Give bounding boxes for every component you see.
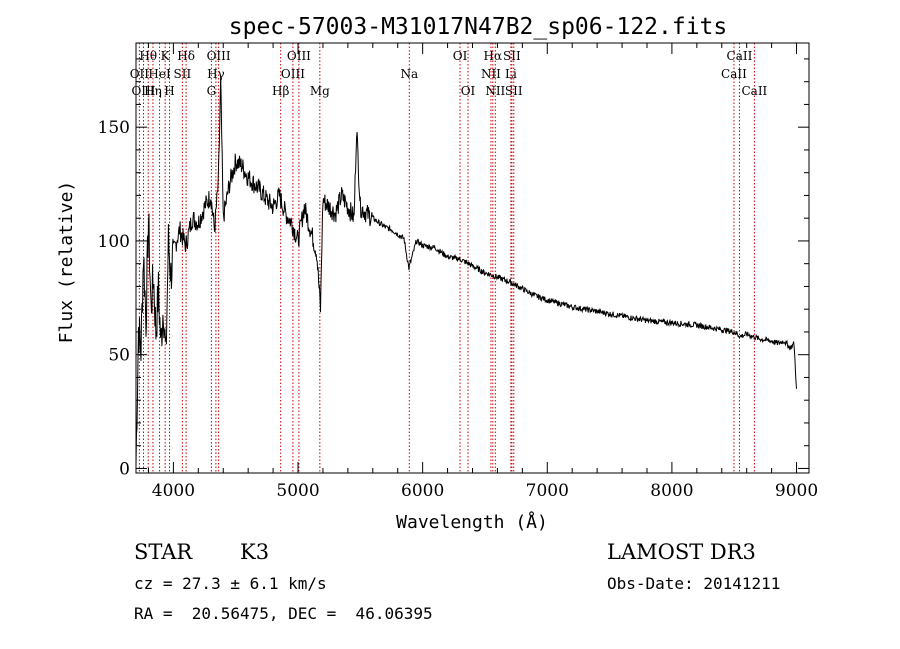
line-label: OI	[461, 84, 476, 98]
line-label: OIII	[207, 49, 231, 63]
x-tick-label: 8000	[650, 481, 693, 501]
spectrum-line	[135, 75, 797, 465]
x-tick-label: 9000	[775, 481, 818, 501]
spectrum-series	[135, 75, 797, 465]
coordinates: RA = 20.56475, DEC = 46.06395	[134, 604, 433, 623]
line-label: Li	[505, 67, 517, 81]
line-label: Hδ	[177, 49, 195, 63]
line-label: K	[161, 49, 171, 63]
line-label: Hη	[144, 84, 162, 98]
y-axis-ticks: 0 50 100 150	[98, 58, 809, 479]
y-tick-label: 100	[98, 232, 130, 252]
line-label: H	[164, 84, 174, 98]
line-label: CaII	[741, 84, 767, 98]
y-tick-label: 50	[108, 346, 130, 366]
y-axis-label: Flux (relative)	[56, 181, 77, 344]
chart-title: spec-57003-M31017N47B2_sp06-122.fits	[229, 14, 728, 40]
x-tick-label: 7000	[526, 481, 569, 501]
survey-name: LAMOST DR3	[607, 540, 756, 564]
plot-frame	[135, 42, 810, 474]
line-label: SII	[505, 84, 523, 98]
line-label: CaII	[721, 67, 747, 81]
obs-date: Obs-Date: 20141211	[607, 574, 781, 593]
y-tick-label: 150	[98, 118, 130, 138]
line-label: Na	[400, 67, 418, 81]
object-class: STAR	[134, 540, 193, 564]
x-axis-label: Wavelength (Å)	[396, 511, 548, 533]
line-label: OI	[453, 49, 468, 63]
line-label: OIII	[131, 84, 155, 98]
x-tick-label: 4000	[152, 481, 195, 501]
object-subclass: K3	[240, 540, 270, 564]
x-tick-label: 5000	[276, 481, 319, 501]
redshift-cz: cz = 27.3 ± 6.1 km/s	[134, 574, 327, 593]
line-label: HeI	[148, 67, 171, 81]
x-axis-ticks: 4000 5000 6000 7000 8000 9000	[147, 43, 818, 501]
line-label: Mg	[310, 84, 330, 98]
line-label: NII	[481, 67, 501, 81]
line-label: Hβ	[272, 84, 289, 98]
line-label: Hγ	[207, 67, 225, 81]
line-label: Hα	[484, 49, 503, 63]
line-label: NII	[485, 84, 505, 98]
line-label: Hθ	[139, 49, 157, 63]
line-label: OIII	[281, 67, 305, 81]
line-label: OII	[130, 67, 150, 81]
line-label: SII	[174, 67, 192, 81]
line-label: OIII	[287, 49, 311, 63]
line-label: SII	[503, 49, 521, 63]
x-tick-label: 6000	[401, 481, 444, 501]
y-tick-label: 0	[119, 459, 130, 479]
line-label: CaII	[727, 49, 753, 63]
line-label: G	[207, 84, 217, 98]
